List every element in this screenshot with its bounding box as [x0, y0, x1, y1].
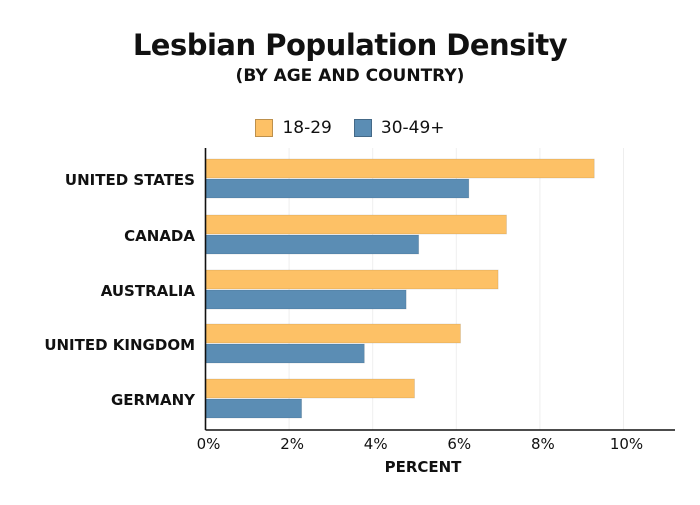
legend-swatch-18-29: [255, 119, 274, 137]
bar-30-49-canada: [205, 234, 420, 255]
chart-title: Lesbian Population Density: [132, 28, 568, 62]
category-label: UNITED KINGDOM: [44, 336, 195, 354]
bar-18-29-united-kingdom: [205, 323, 461, 344]
x-tick-label: 10%: [610, 435, 643, 453]
legend-item-30-49: 30-49+: [353, 118, 445, 138]
bar-18-29-united-states: [205, 158, 595, 179]
bar-30-49-united-kingdom: [205, 343, 365, 364]
legend-item-18-29: 18-29: [255, 118, 332, 138]
bar-30-49-germany: [205, 398, 303, 419]
bar-18-29-canada: [205, 214, 507, 235]
x-tick-label: 8%: [531, 435, 555, 453]
category-label: GERMANY: [111, 391, 196, 409]
category-label: CANADA: [124, 227, 195, 245]
x-tick-label: 0%: [197, 435, 221, 453]
category-label: UNITED STATES: [65, 171, 195, 189]
bar-18-29-germany: [205, 378, 415, 399]
legend-label: 18-29: [282, 118, 332, 138]
x-tick-label: 2%: [280, 435, 304, 453]
category-label: AUSTRALIA: [101, 282, 196, 300]
x-axis-label: PERCENT: [385, 458, 463, 476]
bar-30-49-united-states: [205, 178, 470, 199]
legend: 18-29 30-49+: [0, 118, 700, 138]
chart-subtitle: (BY AGE AND COUNTRY): [235, 66, 465, 86]
bar-18-29-australia: [205, 269, 499, 290]
bar-30-49-australia: [205, 289, 407, 310]
x-tick-label: 4%: [364, 435, 388, 453]
x-tick-label: 6%: [447, 435, 471, 453]
legend-label: 30-49+: [380, 118, 445, 138]
legend-swatch-30-49: [353, 119, 372, 137]
